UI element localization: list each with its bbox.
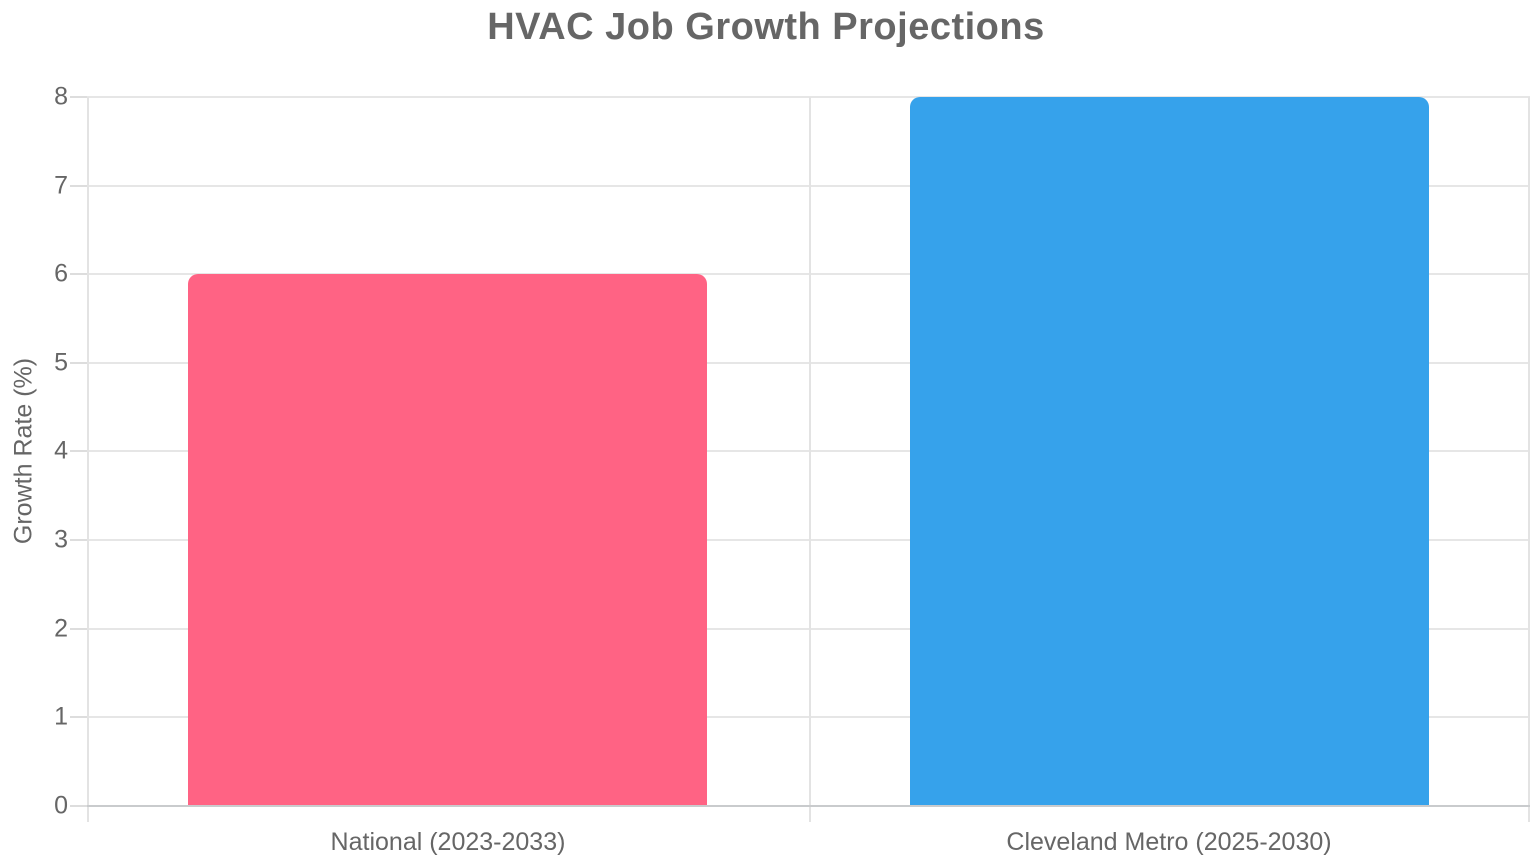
y-tick-mark-5 <box>70 362 87 364</box>
y-tick-mark-7 <box>70 185 87 187</box>
x-axis-line <box>87 805 1530 807</box>
y-tick-mark-8 <box>70 96 87 98</box>
h-gridline-2 <box>87 628 1530 630</box>
h-gridline-4 <box>87 450 1530 452</box>
h-gridline-3 <box>87 539 1530 541</box>
h-gridline-7 <box>87 185 1530 187</box>
plot-area <box>70 96 1530 822</box>
y-tick-label-2: 2 <box>54 614 68 643</box>
v-gridline-1 <box>809 97 811 806</box>
h-gridline-5 <box>87 362 1530 364</box>
y-tick-label-1: 1 <box>54 702 68 731</box>
y-axis-line <box>87 97 89 806</box>
x-category-label-national-2023-2033: National (2023-2033) <box>330 828 566 856</box>
y-tick-mark-3 <box>70 539 87 541</box>
h-gridline-8 <box>87 96 1530 98</box>
y-tick-label-4: 4 <box>54 436 68 465</box>
y-tick-label-7: 7 <box>54 171 68 200</box>
y-axis-tick-labels: 0 1 2 3 4 5 6 7 8 <box>0 84 68 818</box>
chart-title: HVAC Job Growth Projections <box>487 6 1045 48</box>
y-tick-label-5: 5 <box>54 348 68 377</box>
x-tick-mark-1 <box>809 806 811 822</box>
x-category-label-cleveland-metro-2025-2030: Cleveland Metro (2025-2030) <box>1006 828 1332 856</box>
bar-cleveland-metro-2025-2030[interactable] <box>910 97 1429 806</box>
v-gridline-2 <box>1528 97 1530 806</box>
x-axis-tick-labels: National (2023-2033) Cleveland Metro (202… <box>87 806 1530 866</box>
y-tick-mark-1 <box>70 716 87 718</box>
y-tick-mark-6 <box>70 273 87 275</box>
y-tick-mark-0 <box>70 805 87 807</box>
x-tick-mark-0 <box>87 806 89 822</box>
y-tick-label-3: 3 <box>54 525 68 554</box>
y-tick-mark-4 <box>70 450 87 452</box>
h-gridline-6 <box>87 273 1530 275</box>
x-tick-mark-2 <box>1528 806 1530 822</box>
y-tick-mark-2 <box>70 628 87 630</box>
y-tick-label-8: 8 <box>54 82 68 111</box>
bar-national-2023-2033[interactable] <box>188 274 707 806</box>
h-gridline-1 <box>87 716 1530 718</box>
y-tick-label-0: 0 <box>54 791 68 820</box>
y-tick-label-6: 6 <box>54 259 68 288</box>
